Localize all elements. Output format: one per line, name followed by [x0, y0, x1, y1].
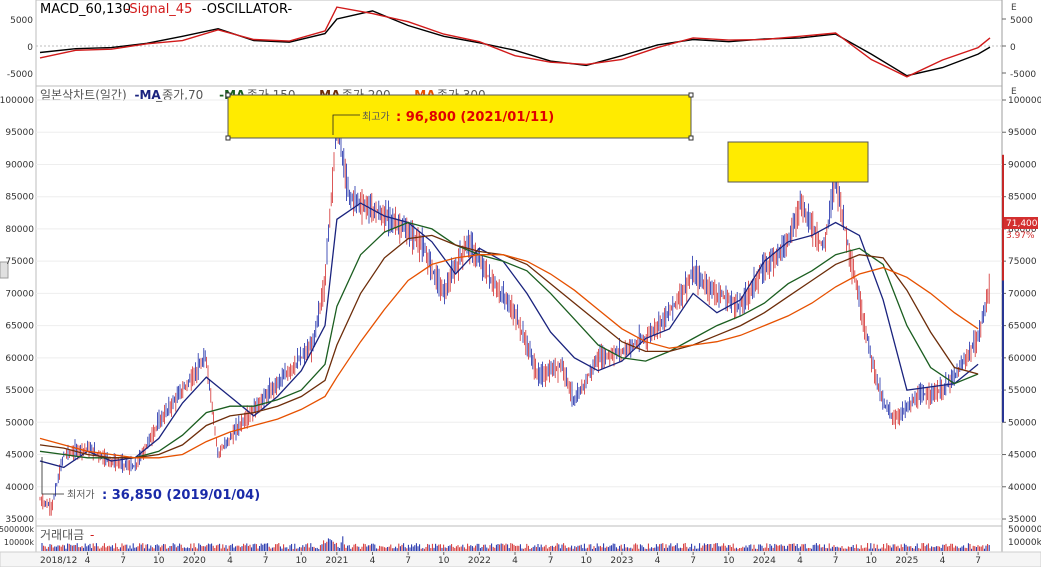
x-axis-label-22: 7 — [833, 556, 839, 566]
low-annotation: : 36,850 (2019/01/04) — [102, 488, 260, 503]
x-axis-label-11: 10 — [438, 556, 450, 566]
price-tick-right-0: 100000 — [1008, 96, 1041, 106]
current-price-value: 71,400 — [1006, 219, 1038, 229]
volume-tick-right-1: 10000k — [1008, 538, 1041, 548]
volume-tick-right-0: 500000k — [1008, 525, 1041, 535]
price-tick-left-12: 40000 — [5, 483, 34, 493]
x-axis-label-21: 4 — [797, 556, 803, 566]
price-tick-left-13: 35000 — [5, 515, 34, 525]
price-tick-left-2: 90000 — [5, 160, 34, 170]
price-tick-left-5: 75000 — [5, 257, 34, 267]
x-axis-label-8: 2021 — [325, 556, 348, 566]
x-axis-label-14: 7 — [548, 556, 554, 566]
macd-title-part-0: MACD_60,130 — [40, 2, 131, 17]
high-highlight-box: 최고가 : 96,800 (2021/01/11) — [226, 93, 693, 140]
price-tick-right-10: 50000 — [1008, 418, 1037, 428]
x-axis-label-13: 4 — [512, 556, 518, 566]
price-tick-right-5: 75000 — [1008, 257, 1037, 267]
x-axis-label-5: 4 — [227, 556, 233, 566]
x-axis-label-19: 10 — [723, 556, 735, 566]
macd-axis-tick-left-1: 0 — [27, 43, 33, 53]
high-annotation-prefix: 최고가 — [362, 111, 390, 123]
price-tick-left-6: 70000 — [5, 289, 34, 299]
price-tick-left-8: 60000 — [5, 354, 34, 364]
x-axis-label-3: 10 — [153, 556, 165, 566]
x-axis-label-24: 2025 — [895, 556, 918, 566]
price-tick-right-3: 85000 — [1008, 193, 1037, 203]
price-tick-left-9: 55000 — [5, 386, 34, 396]
price-tick-right-12: 40000 — [1008, 483, 1037, 493]
macd-axis-tick-1: 0 — [1010, 43, 1016, 53]
recent-high-highlight-box — [728, 142, 868, 182]
x-axis-label-7: 10 — [296, 556, 308, 566]
x-axis-label-15: 10 — [581, 556, 593, 566]
price-tick-right-11: 45000 — [1008, 451, 1037, 461]
macd-axis-tick-0: 5000 — [1010, 16, 1033, 26]
price-tick-left-7: 65000 — [5, 322, 34, 332]
x-axis-label-17: 4 — [655, 556, 661, 566]
x-axis-label-25: 4 — [940, 556, 946, 566]
x-axis-label-1: 4 — [85, 556, 91, 566]
macd-axis-tick-left-2: -5000 — [7, 70, 33, 80]
x-axis-label-4: 2020 — [183, 556, 206, 566]
x-axis-label-16: 2023 — [610, 556, 633, 566]
x-axis-label-6: 7 — [263, 556, 269, 566]
price-tick-right-6: 70000 — [1008, 289, 1037, 299]
macd-axis-tick-2: -5000 — [1010, 70, 1036, 80]
price-tick-left-0: 100000 — [0, 96, 34, 106]
current-price-change: 3.97% — [1006, 231, 1035, 241]
x-axis-label-12: 2022 — [468, 556, 491, 566]
macd-axis-tick-left-0: 5000 — [10, 16, 33, 26]
volume-title: 거래대금 — [40, 528, 84, 542]
price-tick-right-13: 35000 — [1008, 515, 1037, 525]
price-tick-left-10: 50000 — [5, 418, 34, 428]
x-axis-label-10: 7 — [405, 556, 411, 566]
x-axis-label-2: 7 — [120, 556, 126, 566]
x-axis-label-9: 4 — [370, 556, 376, 566]
volume-tick-left-1: 10000k — [4, 538, 34, 547]
price-tick-left-1: 95000 — [5, 128, 34, 138]
volume-title-dash: - — [90, 528, 94, 542]
price-tick-left-3: 85000 — [5, 193, 34, 203]
macd-title-part-1: -Signal_45 — [125, 2, 193, 17]
price-tick-left-4: 80000 — [5, 225, 34, 235]
price-tick-right-8: 60000 — [1008, 354, 1037, 364]
volume-tick-left-0: 500000k — [0, 525, 34, 534]
current-price-badge: 71,400 3.97% — [1004, 217, 1038, 241]
x-axis-label-26: 7 — [975, 556, 981, 566]
low-annotation-prefix: 최저가 — [67, 489, 95, 501]
x-axis-label-20: 2024 — [753, 556, 776, 566]
macd-title-part-2: -OSCILLATOR- — [202, 2, 293, 17]
price-tick-right-2: 90000 — [1008, 160, 1037, 170]
price-tick-right-9: 55000 — [1008, 386, 1037, 396]
price-tick-right-7: 65000 — [1008, 322, 1037, 332]
high-annotation: : 96,800 (2021/01/11) — [396, 110, 554, 125]
x-axis-label-23: 10 — [866, 556, 878, 566]
price-tick-right-1: 95000 — [1008, 128, 1037, 138]
price-tick-left-11: 45000 — [5, 451, 34, 461]
x-axis-label-0: 2018/12 — [40, 556, 77, 566]
macd-corner-label: E — [1011, 3, 1017, 13]
x-axis-label-18: 7 — [690, 556, 696, 566]
